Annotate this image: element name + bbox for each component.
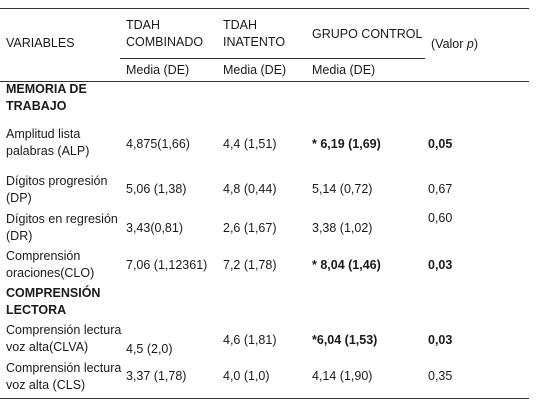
cell-clva-p: 0,03	[428, 333, 453, 347]
cell-dp-control: 5,14 (0,72)	[312, 182, 373, 196]
cell-clo-combinado: 7,06 (1,12361)	[126, 258, 208, 272]
cell-dr-control: 3,38 (1,02)	[312, 221, 373, 235]
cell-cls-combinado: 3,37 (1,78)	[126, 369, 187, 383]
section-memoria-de-trabajo: MEMORIA DE TRABAJO	[6, 82, 87, 113]
cell-dr-inatento: 2,6 (1,67)	[223, 221, 277, 235]
cell-clo-p: 0,03	[428, 258, 453, 272]
header-tdah-combinado: TDAH COMBINADO	[126, 18, 204, 49]
bottom-rule	[0, 398, 529, 399]
cell-alp-p: 0,05	[428, 137, 453, 151]
cell-cls-inatento: 4,0 (1,0)	[223, 369, 270, 383]
cell-dr-p: 0,60	[428, 211, 453, 225]
subheader-media-de-1: Media (DE)	[126, 63, 190, 77]
header-grupo-control: GRUPO CONTROL	[312, 27, 423, 41]
cell-clo-inatento: 7,2 (1,78)	[223, 258, 277, 272]
cell-clva-control: *6,04 (1,53)	[312, 333, 378, 347]
subheader-media-de-3: Media (DE)	[312, 63, 376, 77]
header-tdah-inatento: TDAH INATENTO	[223, 18, 286, 49]
cell-clo-control: * 8,04 (1,46)	[312, 258, 381, 272]
cell-cls-p: 0,35	[428, 369, 453, 383]
row-label-dr: Dígitos en regresión (DR)	[6, 212, 118, 243]
header-variables: VARIABLES	[6, 36, 75, 50]
section-comprension-lectora: COMPRENSIÓN LECTORA	[6, 286, 101, 317]
subheader-rule	[120, 58, 425, 59]
header-valor-p: (Valor p)	[431, 37, 479, 51]
cell-clva-combinado: 4,5 (2,0)	[126, 342, 173, 356]
row-label-dp: Dígitos progresión (DP)	[6, 174, 108, 205]
cell-clva-inatento: 4,6 (1,81)	[223, 333, 277, 347]
cell-dp-p: 0,67	[428, 182, 453, 196]
cell-alp-inatento: 4,4 (1,51)	[223, 137, 277, 151]
row-label-clva: Comprensión lectura voz alta(CLVA)	[6, 323, 122, 354]
cell-dp-combinado: 5,06 (1,38)	[126, 182, 187, 196]
cell-dr-combinado: 3,43(0,81)	[126, 221, 183, 235]
cell-alp-combinado: 4,875(1,66)	[126, 137, 190, 151]
subheader-media-de-2: Media (DE)	[223, 63, 287, 77]
top-rule	[0, 8, 529, 9]
header-bottom-rule	[0, 81, 529, 82]
row-label-cls: Comprensión lectura voz alta (CLS)	[6, 361, 122, 392]
cell-cls-control: 4,14 (1,90)	[312, 369, 373, 383]
cell-dp-inatento: 4,8 (0,44)	[223, 182, 277, 196]
row-label-alp: Amplitud lista palabras (ALP)	[6, 127, 90, 158]
row-label-clo: Comprensión oraciones(CLO)	[6, 249, 95, 280]
cell-alp-control: * 6,19 (1,69)	[312, 137, 381, 151]
